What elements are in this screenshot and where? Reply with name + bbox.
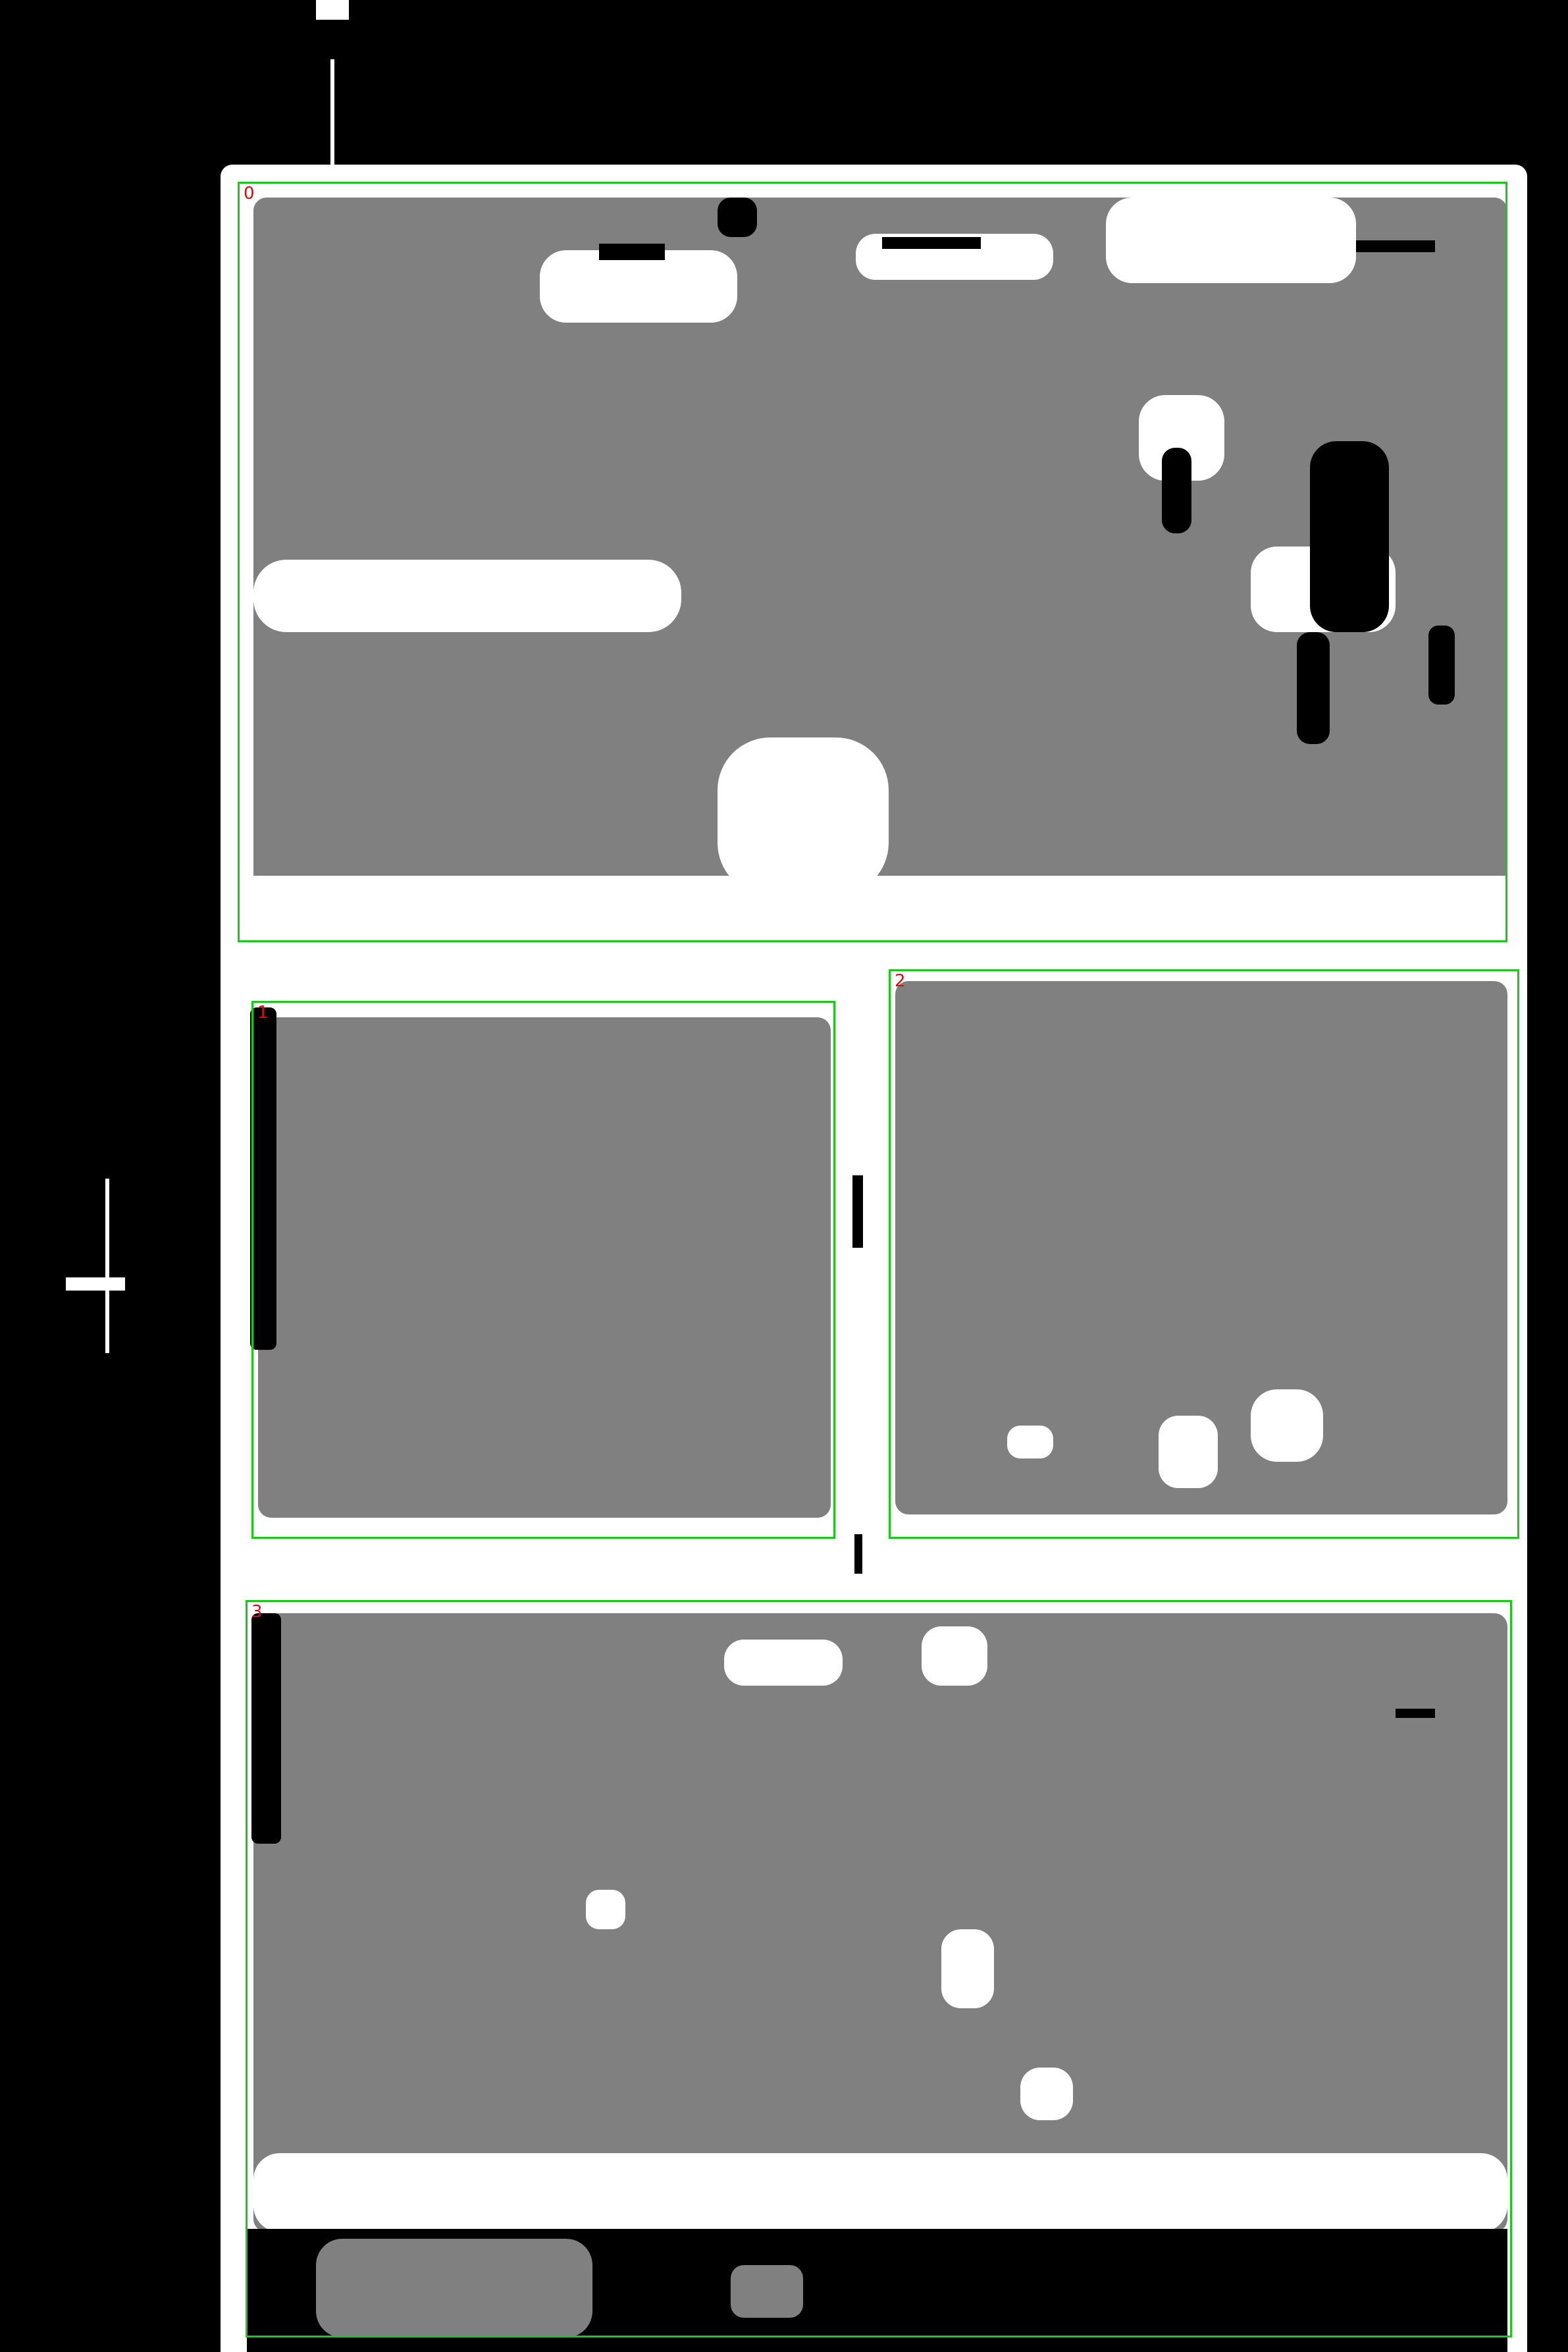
mask-hole [1007,1426,1053,1458]
dark-patch [1310,441,1389,632]
bbox-1: 1 [251,1001,835,1539]
bbox-3: 3 [246,1600,1512,2338]
mask-hole [253,560,681,632]
dark-patch [1396,1709,1435,1718]
bbox-0: 0 [238,182,1507,942]
mask-hole [718,737,889,895]
margin-mark [105,1179,109,1353]
mask-hole [724,1640,843,1686]
left-edge-strip [250,1007,276,1350]
mask-hole [1106,198,1356,283]
left-edge-strip [251,1613,281,1844]
mask-hole [1020,2068,1073,2120]
top-mark [316,0,349,20]
mask-region-3 [253,1613,1507,2232]
mask-hole [253,876,1507,909]
dark-patch [882,237,981,249]
mask-hole [941,1929,994,2008]
bottom-gray-patch [316,2239,592,2338]
bbox-label-3: 3 [251,1602,263,1622]
separator-dots [852,1175,863,1248]
mask-hole [586,1890,625,1929]
dark-patch [718,198,757,237]
bbox-label-2: 2 [895,971,906,991]
top-mark [330,59,334,165]
margin-mark [66,1277,125,1291]
separator-bar [854,1534,862,1574]
bottom-gray-patch [731,2265,803,2318]
bbox-label-0: 0 [244,184,255,203]
mask-hole [540,250,737,323]
bbox-2: 2 [889,969,1519,1539]
dark-patch [1162,448,1191,533]
dark-patch [1297,632,1330,744]
mask-hole [1159,1416,1218,1488]
mask-hole [922,1626,987,1686]
dark-patch [1356,240,1435,252]
mask-hole [253,2153,1507,2232]
dark-patch [599,244,665,260]
mask-region-1 [258,1017,831,1518]
bbox-label-1: 1 [257,1003,269,1023]
dark-patch [1428,626,1455,705]
mask-hole [1251,1389,1323,1462]
